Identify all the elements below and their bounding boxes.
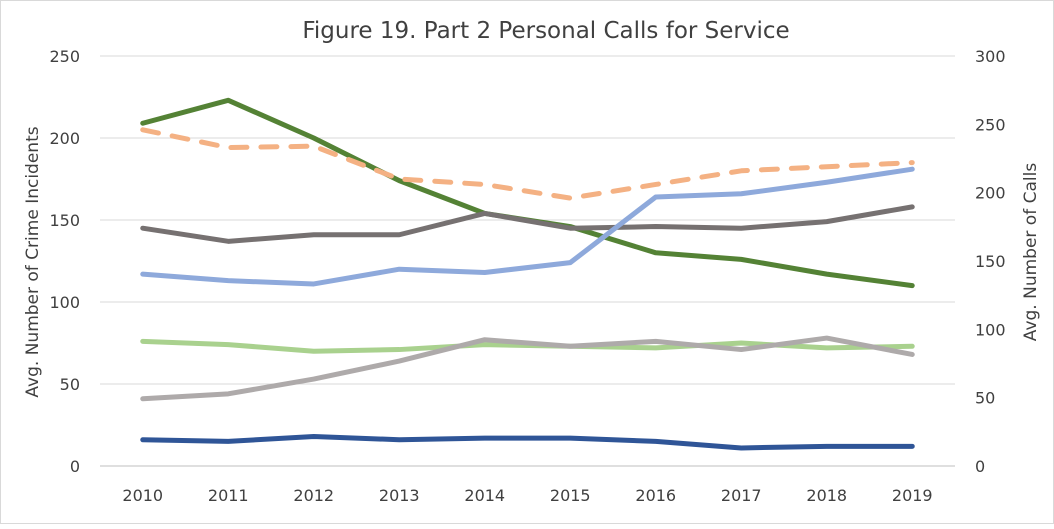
- x-tick-label: 2018: [806, 486, 847, 505]
- x-tick-label: 2016: [635, 486, 676, 505]
- y-tick-label: 250: [49, 47, 80, 66]
- x-tick-label: 2013: [379, 486, 420, 505]
- y-tick-label: 200: [49, 129, 80, 148]
- y2-tick-label: 200: [975, 184, 1006, 203]
- x-tick-label: 2014: [464, 486, 505, 505]
- x-tick-label: 2019: [892, 486, 933, 505]
- x-tick-label: 2012: [293, 486, 334, 505]
- y2-tick-label: 300: [975, 47, 1006, 66]
- y2-tick-label: 250: [975, 115, 1006, 134]
- chart-title: Figure 19. Part 2 Personal Calls for Ser…: [302, 18, 789, 44]
- y2-tick-label: 150: [975, 252, 1006, 271]
- x-tick-label: 2011: [208, 486, 249, 505]
- y2-tick-label: 50: [975, 389, 995, 408]
- y-tick-label: 100: [49, 293, 80, 312]
- y-tick-label: 150: [49, 211, 80, 230]
- y2-tick-label: 100: [975, 320, 1006, 339]
- y-axis-label: Avg. Number of Crime Incidents: [23, 126, 43, 397]
- y-tick-label: 0: [70, 457, 80, 476]
- y-tick-label: 50: [60, 375, 80, 394]
- x-tick-label: 2017: [721, 486, 762, 505]
- x-tick-label: 2010: [122, 486, 163, 505]
- y2-axis-label: Avg. Number of Calls: [1021, 163, 1041, 342]
- y2-tick-label: 0: [975, 457, 985, 476]
- x-tick-label: 2015: [550, 486, 591, 505]
